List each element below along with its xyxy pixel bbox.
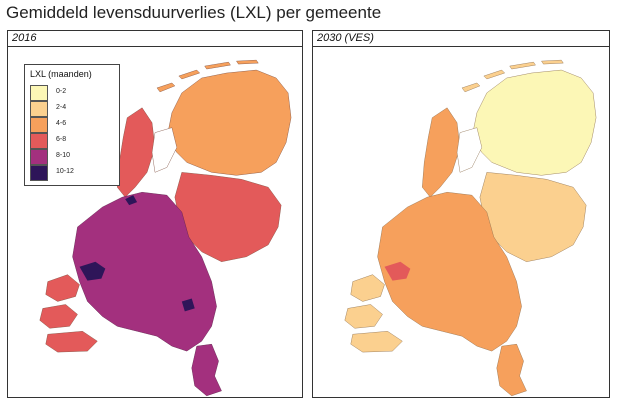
- region-central-south-2030: [377, 192, 522, 352]
- region-limburg-2030: [496, 343, 527, 397]
- hotspot-amsterdam-2016: [125, 195, 138, 206]
- region-north-holland-2016: [117, 107, 156, 198]
- netherlands-map-2030: [344, 59, 597, 397]
- legend-swatch: [30, 85, 48, 101]
- hotspot-rotterdam-2016: [79, 261, 106, 281]
- legend-label: 10-12: [56, 168, 74, 175]
- panel-label-2016: 2016: [8, 31, 302, 47]
- wadden-islands-2016: [156, 59, 259, 93]
- map-panel-2030: 2030 (VES): [312, 30, 610, 398]
- lake-ijsselmeer-2016: [151, 127, 178, 173]
- legend-label: 6-8: [56, 136, 67, 143]
- legend-swatch: [30, 133, 48, 149]
- legend-label: 0-2: [56, 88, 67, 95]
- region-central-south-2016: [72, 192, 217, 352]
- legend-swatch: [30, 117, 48, 133]
- region-limburg-2016: [191, 343, 222, 397]
- region-zeeland-2016: [39, 274, 98, 353]
- netherlands-map-2016: [39, 59, 292, 397]
- legend-label: 4-6: [56, 120, 67, 127]
- hotspot-south-2016: [181, 298, 195, 312]
- panel-label-2030: 2030 (VES): [313, 31, 609, 47]
- map-2016: [8, 47, 302, 398]
- map-panel-2016: 2016 LXL (maanden): [7, 30, 303, 398]
- legend-title: LXL (maanden): [30, 69, 92, 79]
- region-zeeland-2030: [344, 274, 403, 353]
- wadden-islands-2030: [461, 59, 564, 93]
- map-2030: [313, 47, 609, 398]
- region-north-2016: [166, 69, 292, 176]
- figure-title: Gemiddeld levensduurverlies (LXL) per ge…: [6, 3, 382, 22]
- map-legend: LXL (maanden) 0-2 2-4 4-6 6-8 8-10 10-12: [24, 64, 120, 186]
- region-north-holland-2030: [422, 107, 461, 198]
- region-north-2030: [471, 69, 597, 176]
- legend-label: 8-10: [56, 152, 71, 159]
- legend-swatch: [30, 165, 48, 181]
- hotspot-rotterdam-2030: [384, 261, 411, 281]
- lake-ijsselmeer-2030: [456, 127, 483, 173]
- legend-swatch: [30, 149, 48, 165]
- legend-label: 2-4: [56, 104, 67, 111]
- legend-swatch: [30, 101, 48, 117]
